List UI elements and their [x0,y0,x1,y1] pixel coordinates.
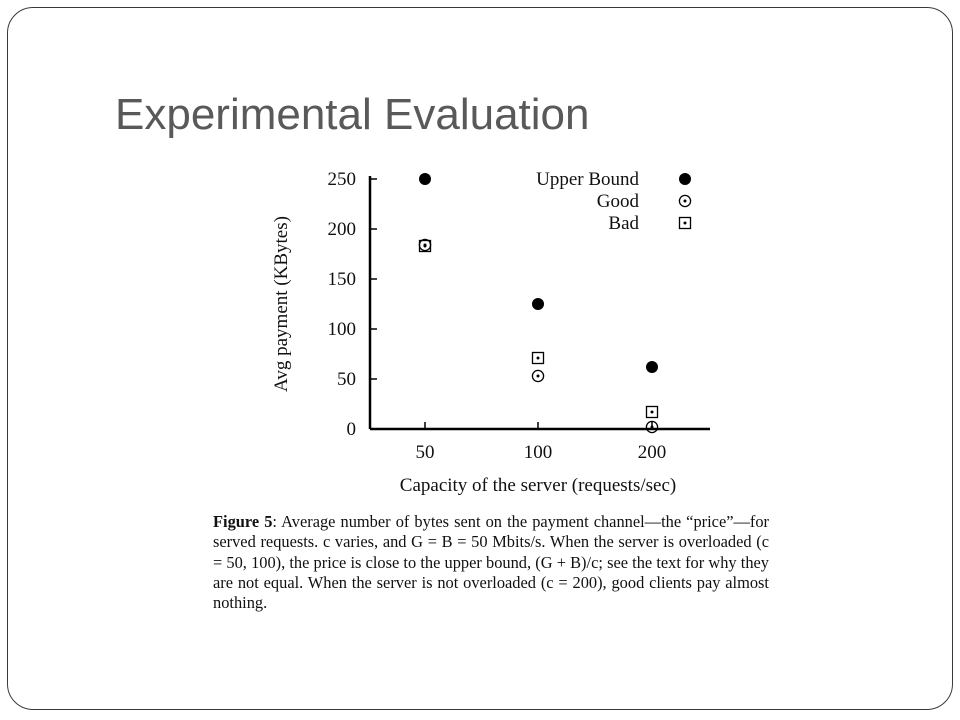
marker-center [536,356,540,360]
marker-ring [645,420,659,434]
data-points [418,173,659,434]
y-tick-label: 0 [347,419,357,440]
slide-title: Experimental Evaluation [115,90,590,139]
legend-marker-bad [678,216,692,230]
legend-label-upper-bound: Upper Bound [536,169,639,190]
scatter-chart: 0 50 100 150 200 250 50 100 200 Avg payment (KB… [271,169,710,496]
marker-box [418,239,432,253]
marker-box [678,216,692,230]
x-axis-ticks: 50 100 200 [416,422,667,463]
legend-label-bad: Bad [608,213,639,234]
x-tick-label: 200 [638,442,667,463]
marker-center [683,221,687,225]
marker-center [423,244,427,248]
marker-box [531,351,545,365]
marker-ring [531,369,545,383]
point-bad [418,239,432,253]
y-tick-label: 200 [328,219,357,240]
point-upper-bound [532,298,544,310]
point-bad [531,351,545,365]
marker-center [650,425,654,429]
y-tick-label: 100 [328,319,357,340]
point-good [531,369,545,383]
marker-center [536,374,540,378]
marker-ring [678,194,692,208]
point-upper-bound [646,361,658,373]
slide: Experimental Evaluation [7,7,953,710]
x-tick-label: 100 [524,442,553,463]
figure-caption: Figure 5: Average number of bytes sent o… [213,512,769,613]
y-axis-label: Avg payment (KBytes) [271,216,292,392]
caption-text: : Average number of bytes sent on the pa… [213,512,769,613]
point-upper-bound [419,173,431,185]
legend-marker-upper-bound [679,173,691,185]
marker-box [645,405,659,419]
point-bad [645,405,659,419]
y-tick-label: 50 [337,369,356,390]
y-tick-label: 250 [328,169,357,190]
y-axis-ticks: 0 50 100 150 200 250 [328,169,377,440]
legend-label-good: Good [597,191,640,212]
point-good [645,420,659,434]
axes [368,176,710,431]
marker-center [650,410,654,414]
x-tick-label: 50 [416,442,435,463]
y-tick-label: 150 [328,269,357,290]
legend-marker-good [678,194,692,208]
marker-center [683,199,687,203]
figure-label: Figure 5 [213,512,273,531]
x-axis-label: Capacity of the server (requests/sec) [400,475,676,496]
